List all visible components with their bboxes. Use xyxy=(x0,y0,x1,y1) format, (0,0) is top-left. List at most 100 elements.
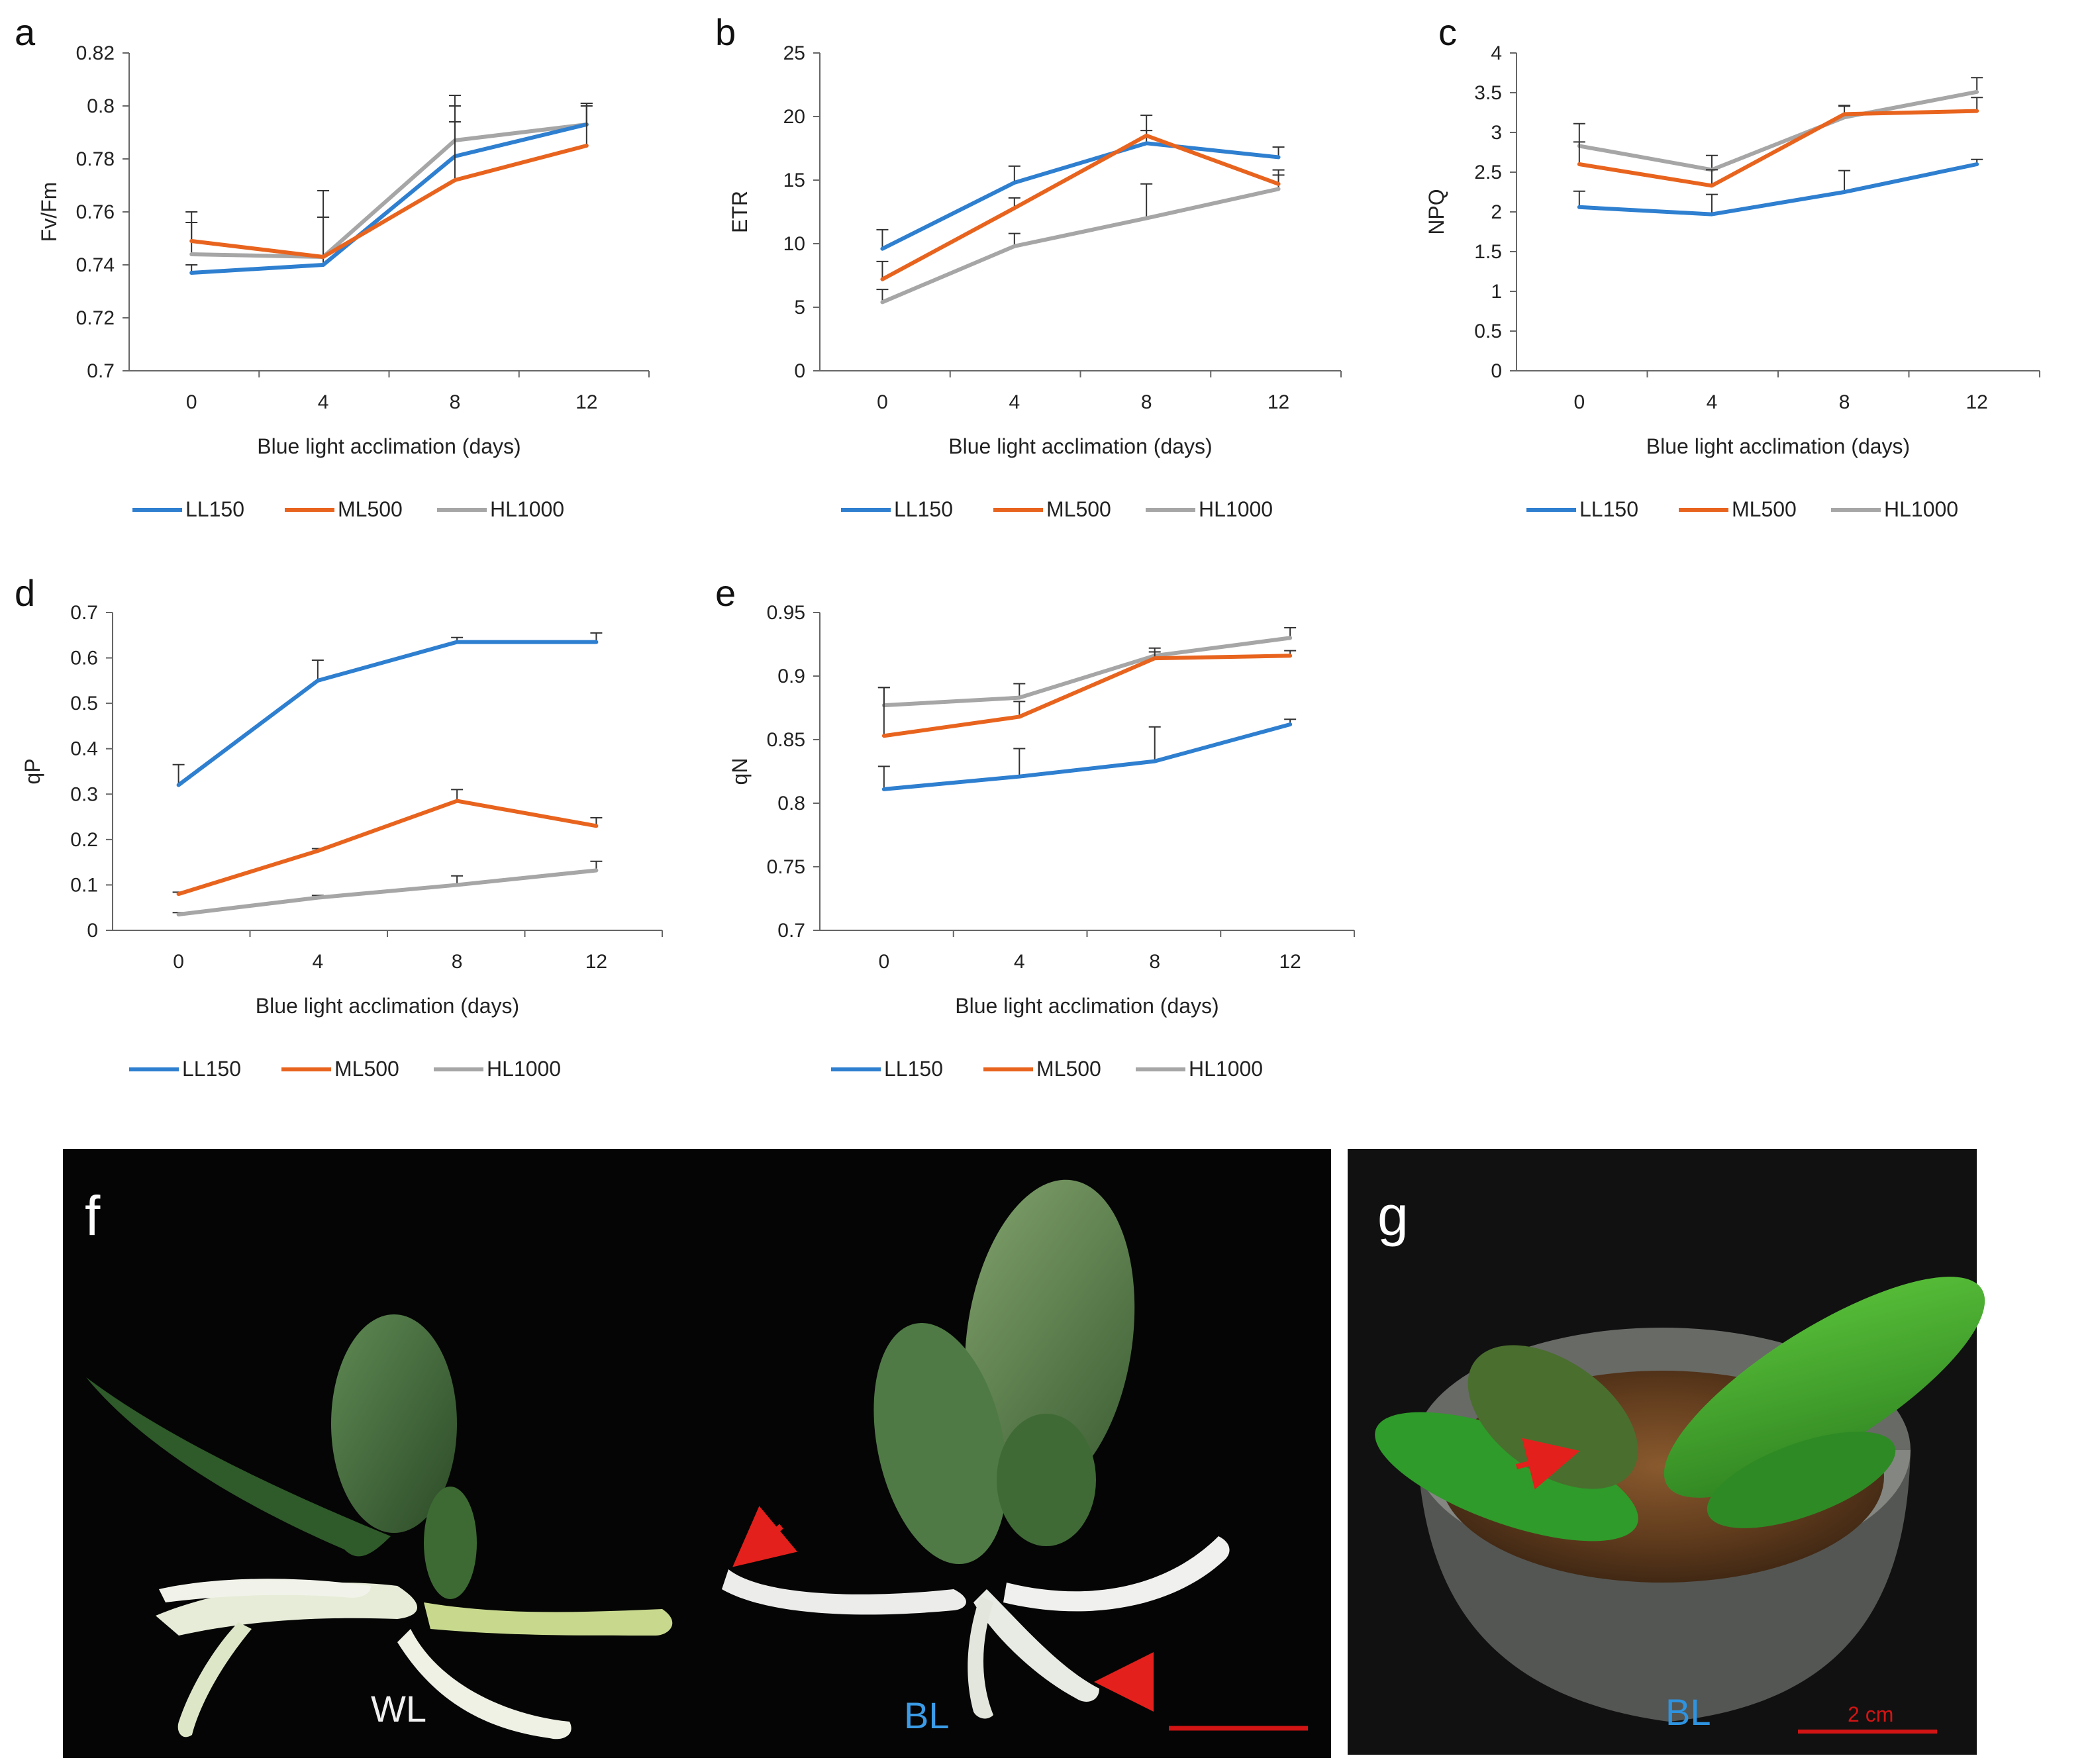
y-tick-label: 2.5 xyxy=(1474,162,1502,183)
series-line-hl1000 xyxy=(880,187,1281,305)
y-axis-title: NPQ xyxy=(1424,189,1448,234)
x-tick-label: 0 xyxy=(1573,391,1585,413)
plant-wl xyxy=(86,1314,673,1740)
x-tick-label: 8 xyxy=(450,391,461,413)
series-line-hl1000 xyxy=(176,868,599,916)
y-tick-label: 3.5 xyxy=(1474,82,1502,104)
y-tick-label: 0 xyxy=(794,360,805,382)
plant-wl-root-3 xyxy=(397,1629,572,1740)
series-line-ml500 xyxy=(176,799,599,897)
y-tick-label: 2 xyxy=(1491,201,1502,223)
y-axis-title: qP xyxy=(21,758,44,784)
plant-bl-root-4 xyxy=(968,1596,993,1719)
arrow-g-leaf xyxy=(1516,1438,1580,1490)
legend-label-ml500: ML500 xyxy=(1732,497,1797,521)
y-tick-label: 0.7 xyxy=(87,360,115,382)
y-tick-label: 0.5 xyxy=(70,693,98,714)
legend-label-ll150: LL150 xyxy=(185,497,244,521)
y-tick-label: 0.7 xyxy=(70,602,98,624)
legend-label-hl1000: HL1000 xyxy=(487,1057,561,1081)
series-line-ml500 xyxy=(881,654,1293,738)
panel-letter: c xyxy=(1438,11,1457,53)
y-tick-label: 0.7 xyxy=(777,920,805,942)
y-tick-label: 15 xyxy=(783,170,805,191)
series-line-hl1000 xyxy=(881,636,1293,708)
y-tick-label: 0.1 xyxy=(70,874,98,896)
y-tick-label: 0.74 xyxy=(76,254,115,276)
y-tick-label: 3 xyxy=(1491,122,1502,144)
x-tick-label: 4 xyxy=(1014,951,1025,973)
y-tick-label: 0.75 xyxy=(767,856,805,878)
x-axis-title: Blue light acclimation (days) xyxy=(1646,434,1910,458)
x-axis-title: Blue light acclimation (days) xyxy=(955,994,1219,1018)
scale-bar-g-label: 2 cm xyxy=(1848,1702,1893,1726)
y-tick-label: 0.78 xyxy=(76,148,115,170)
legend-label-ml500: ML500 xyxy=(1036,1057,1101,1081)
panel-letter: d xyxy=(15,572,35,614)
photo-f-background xyxy=(63,1149,1331,1758)
y-tick-label: 5 xyxy=(794,297,805,318)
y-tick-label: 25 xyxy=(783,42,805,64)
chart-panel-a: a 0.7 0.72 0.74 0.76 0.78 0.8 0.82 0 4 8 12 Blue lig… xyxy=(15,11,650,521)
y-tick-label: 0.6 xyxy=(70,648,98,669)
chart-panel-b: b 0 5 10 15 20 25 0 4 8 12 Blue light acclimation (… xyxy=(715,11,1342,521)
legend-label-hl1000: HL1000 xyxy=(1189,1057,1263,1081)
x-tick-label: 4 xyxy=(1707,391,1718,413)
y-tick-label: 0.8 xyxy=(87,95,115,117)
y-tick-label: 0.4 xyxy=(70,738,98,760)
panel-letter: a xyxy=(15,11,36,53)
plant-wl-leaf xyxy=(331,1314,457,1533)
y-tick-label: 1 xyxy=(1491,281,1502,303)
x-tick-label: 8 xyxy=(1141,391,1152,413)
panel-letter: b xyxy=(715,11,736,53)
photo-f-letter: f xyxy=(85,1185,101,1247)
y-tick-label: 0.8 xyxy=(777,793,805,814)
plant-g-right-leaf xyxy=(1664,1277,1985,1498)
photo-panel-f: f WL BL xyxy=(63,1149,1331,1758)
plant-bl-root-1 xyxy=(722,1569,966,1615)
photo-f-label-wl: WL xyxy=(371,1688,426,1730)
series-line-ll150 xyxy=(880,141,1281,251)
y-tick-label: 0.9 xyxy=(777,665,805,687)
plant-bl-root-2 xyxy=(973,1589,1099,1702)
x-tick-label: 8 xyxy=(452,951,463,973)
x-tick-label: 4 xyxy=(318,391,329,413)
panel-letter: e xyxy=(715,572,736,614)
photo-f-label-bl: BL xyxy=(904,1694,950,1736)
y-tick-label: 10 xyxy=(783,233,805,255)
x-tick-label: 12 xyxy=(1268,391,1289,413)
y-tick-label: 1.5 xyxy=(1474,241,1502,263)
x-tick-label: 8 xyxy=(1149,951,1160,973)
plant-wl-long-leaf xyxy=(86,1377,391,1557)
plant-bl-left-leaf xyxy=(873,1322,1007,1565)
series-line-ml500 xyxy=(1577,109,1979,188)
plant-wl-root-4 xyxy=(177,1622,252,1738)
photo-g-label-bl: BL xyxy=(1666,1691,1711,1733)
photo-panel-g: g BL 2 cm xyxy=(1348,1149,1985,1755)
series-line-hl1000 xyxy=(1577,89,1979,172)
legend-label-ml500: ML500 xyxy=(1046,497,1111,521)
legend-label-ml500: ML500 xyxy=(334,1057,399,1081)
plant-wl-root-2 xyxy=(424,1602,673,1636)
series-line-hl1000 xyxy=(189,122,589,259)
chart-panel-e: e 0.7 0.75 0.8 0.85 0.9 0.95 0 4 8 12 Blue light ac… xyxy=(715,572,1355,1081)
legend-label-hl1000: HL1000 xyxy=(1884,497,1958,521)
chart-panel-d: d 0 0.1 0.2 0.3 0.4 0.5 0.6 0.7 0 4 8 12 Blue light a… xyxy=(15,572,663,1081)
y-axis-title: ETR xyxy=(728,191,752,233)
x-tick-label: 0 xyxy=(877,391,888,413)
series-line-ll150 xyxy=(1577,162,1979,217)
x-axis-title: Blue light acclimation (days) xyxy=(257,434,521,458)
series-line-ll150 xyxy=(176,640,599,787)
series-line-ml500 xyxy=(189,144,589,259)
plant-wl-root-5 xyxy=(159,1579,371,1602)
plant-g-lower-right-leaf xyxy=(1707,1432,1896,1528)
y-tick-label: 0.5 xyxy=(1474,320,1502,342)
x-tick-label: 8 xyxy=(1839,391,1850,413)
plant-g-center-leaf xyxy=(1468,1345,1638,1489)
legend-label-ml500: ML500 xyxy=(338,497,403,521)
x-axis-title: Blue light acclimation (days) xyxy=(256,994,519,1018)
legend-label-hl1000: HL1000 xyxy=(1199,497,1273,521)
plant-g-left-leaf xyxy=(1375,1412,1638,1542)
y-tick-label: 4 xyxy=(1491,42,1502,64)
y-tick-label: 0.82 xyxy=(76,42,115,64)
